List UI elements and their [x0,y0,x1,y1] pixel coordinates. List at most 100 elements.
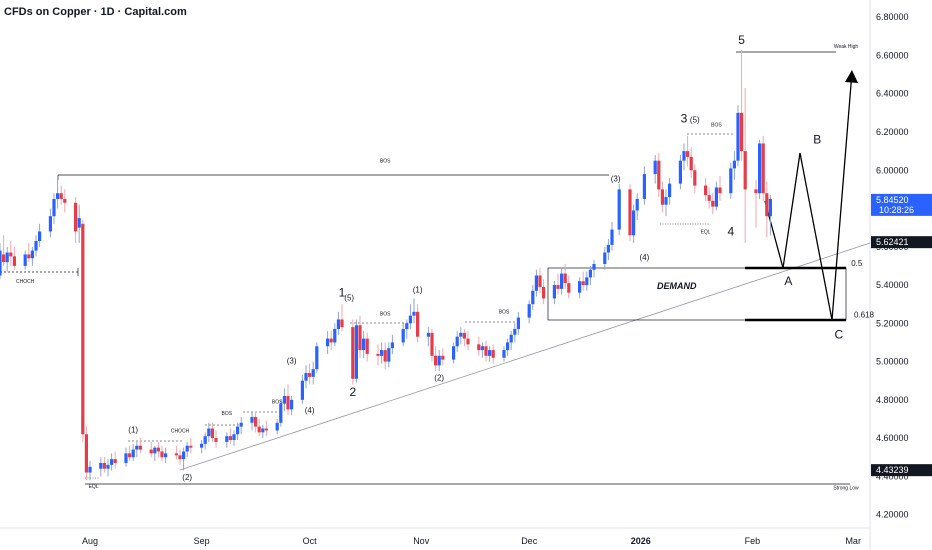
candle-body [729,168,733,194]
candle-body [326,338,330,347]
price-label-box [871,236,932,249]
candle-body [506,342,510,351]
candle-body [455,336,459,347]
candle-body [48,216,52,232]
candle-body [311,369,315,377]
candle-body [711,200,715,207]
candle-body [678,160,682,184]
candle-body [585,277,589,286]
candle-body [153,447,157,454]
candle-body [84,434,88,473]
candle-body [164,453,168,458]
candle-body [567,283,571,293]
candle-body [308,373,312,377]
annotation-choch-1: CHOCH [16,279,35,285]
annotation-bos-5: BOS [499,310,510,316]
candle-body [131,449,135,458]
candle-body [552,285,556,299]
price-label-countdown: 10:28:26 [879,205,914,215]
candle-body [484,346,488,356]
candle-body [254,417,258,427]
annotation-weak-high: Weak High [834,44,859,50]
y-tick-label: 6.60000 [876,50,909,60]
candle-body [300,380,304,400]
x-tick-label: Feb [745,536,761,546]
candle-body [387,348,391,362]
candle-body [714,187,718,207]
candles [0,49,772,481]
annotation-pB: B [813,132,821,146]
candle-body [610,229,614,245]
candle-body [466,338,470,345]
candle-body [408,315,412,324]
candle-body [682,151,686,161]
drawings [0,51,871,485]
candle-body [290,399,294,410]
x-tick-label: Aug [82,536,98,546]
candle-body [758,143,762,194]
candle-body [531,290,535,305]
price-label-box [871,193,932,216]
candle-body [603,252,607,264]
price-label-text: 5.62421 [876,237,909,247]
candle-body [27,254,31,259]
annotation-n1: 1 [339,286,346,300]
candle-body [657,160,661,190]
annotation-w3-2: (3) [611,175,621,184]
y-tick-label: 6.20000 [876,127,909,137]
annotation-bos-2: BOS [222,411,233,417]
candle-body [578,281,582,293]
candle-body [401,329,405,343]
annotation-fib-05: 0.5 [851,259,863,268]
candle-body [668,183,672,198]
y-tick-label: 6.00000 [876,165,909,175]
candle-body [1,254,6,263]
candle-body [52,198,56,217]
x-axis: Aug Sep Oct Nov Dec 2026 Feb Mar [82,536,861,546]
annotation-w4-2: (4) [640,253,650,262]
candle-body [282,396,286,404]
candle-body [106,464,110,469]
candle-body [9,252,13,257]
candle-body [707,195,711,201]
annotation-bos-main: BOS [380,159,391,165]
candle-body [149,449,153,454]
annotation-w5-1: (5) [344,293,354,302]
candle-body [542,286,546,299]
candle-body [686,151,690,157]
candle-body [383,350,387,362]
annotation-bos-6: BOS [711,122,722,128]
annotation-w3-1: (3) [287,356,297,365]
projection-path [764,71,853,321]
candle-body [315,346,319,370]
candle-body [743,151,747,190]
candle-body [110,459,114,465]
candle-body [185,445,189,452]
candle-body [632,210,636,236]
demand-zone [547,267,847,321]
annotation-bos-3: BOS [272,400,283,406]
candle-body [452,346,456,360]
annotation-n5: 5 [738,33,745,47]
candle-body [174,453,178,456]
candle-body [250,417,254,423]
price-label-box [871,464,932,477]
candle-body [689,156,693,171]
candle-body [34,241,38,251]
candle-body [257,426,261,433]
candle-body [38,231,42,242]
candle-body [736,112,740,161]
candle-body [527,304,531,318]
candle-body [477,344,481,351]
candle-body [228,436,232,440]
candle-body [351,327,355,379]
candle-body [441,355,445,360]
annotation-w2-1: (2) [182,473,192,482]
candle-body [264,428,268,431]
candle-body [768,198,772,217]
candle-body [718,187,722,194]
x-tick-label: 2026 [631,536,651,546]
